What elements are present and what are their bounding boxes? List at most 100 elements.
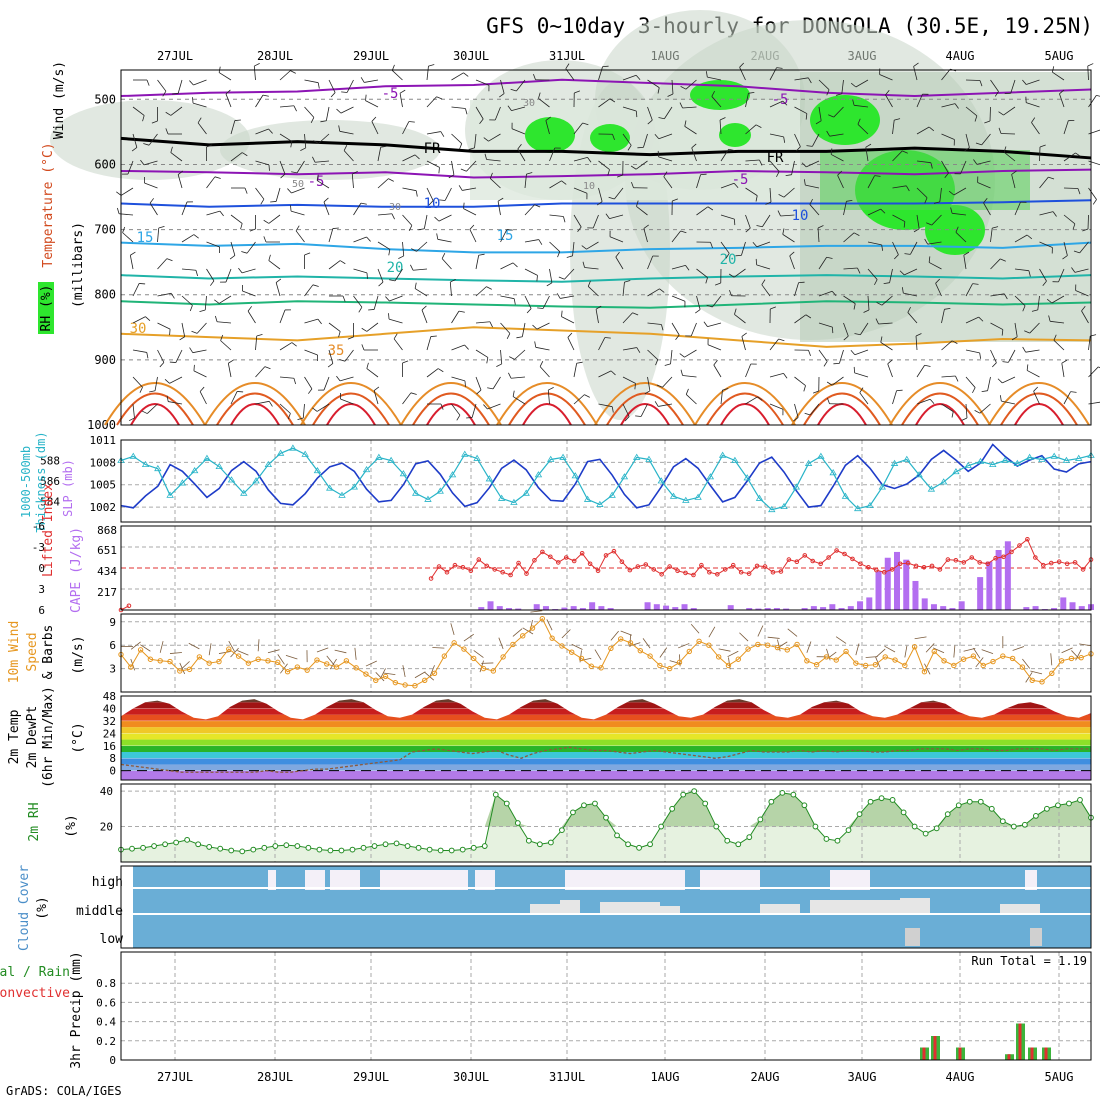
rh2m-point xyxy=(604,815,609,820)
panel2-slp-label: SLP (mb) xyxy=(61,459,75,517)
wind10-barb xyxy=(1062,648,1073,653)
date-label-bottom: 29JUL xyxy=(353,1070,389,1084)
cloud-mid-block xyxy=(530,904,560,914)
rh2m-point xyxy=(879,796,884,801)
wind10-barb xyxy=(1076,650,1082,661)
wind10-frame xyxy=(121,614,1091,692)
rh2m-point xyxy=(1022,822,1027,827)
cape-bar xyxy=(912,581,918,610)
cloud-low-label: low xyxy=(100,932,124,947)
wind-barb xyxy=(1096,95,1100,96)
wind10-barb xyxy=(788,629,797,637)
cape-bar xyxy=(598,606,604,610)
rh-high-shade xyxy=(590,124,630,152)
run-total-label: Run Total = 1.19 xyxy=(971,954,1087,968)
pressure-tick: 900 xyxy=(94,353,116,367)
panel1-mb-label: (millibars) xyxy=(71,222,86,308)
footer-credit: GrADS: COLA/IGES xyxy=(6,1084,122,1098)
wind10-barb xyxy=(915,637,927,639)
slp-tick: 1005 xyxy=(90,479,117,492)
temp-band xyxy=(121,721,1091,727)
rh2m-point xyxy=(890,798,895,803)
panel8-total-label: tal / Rain xyxy=(0,965,70,980)
cloud-mid-block xyxy=(560,900,580,914)
rh2m-point xyxy=(449,848,454,853)
wind10-barb xyxy=(1051,653,1052,665)
cape-bar xyxy=(977,577,983,610)
wind-barb xyxy=(254,63,259,66)
rh2m-point xyxy=(868,799,873,804)
panel3-li-label: Lifted Index xyxy=(41,483,56,577)
rh2m-point xyxy=(681,792,686,797)
rh2m-point xyxy=(967,799,972,804)
rh2m-point xyxy=(482,844,487,849)
cape-tick: 868 xyxy=(97,524,117,537)
panel4-label-b: Speed xyxy=(25,632,40,671)
cape-bar xyxy=(903,560,909,610)
rh2m-point xyxy=(791,792,796,797)
wind10-barb xyxy=(758,626,763,637)
wind10-barb xyxy=(1013,647,1024,651)
wind10-barb xyxy=(621,631,632,635)
date-label-bottom: 28JUL xyxy=(257,1070,293,1084)
precip-conv-bar xyxy=(1045,1048,1048,1060)
wind-barb xyxy=(269,165,270,171)
slp-tick: 1011 xyxy=(90,434,117,447)
panel8-conv-label: Convective xyxy=(0,986,70,1001)
cape-bar xyxy=(1060,597,1066,610)
rh2m-point xyxy=(857,812,862,817)
rh2m-tick: 20 xyxy=(100,821,113,834)
wind10-barb xyxy=(451,623,454,635)
cape-bar xyxy=(885,558,891,610)
wind-barb xyxy=(1093,199,1096,204)
cape-bar xyxy=(1079,606,1085,610)
precip-frame xyxy=(121,952,1091,1060)
temp-band xyxy=(121,758,1091,764)
rh2m-point xyxy=(1033,814,1038,819)
wind-barb xyxy=(117,208,119,214)
wind10-barb xyxy=(562,629,570,637)
thickness-line xyxy=(121,448,1091,510)
rh2m-point xyxy=(174,840,179,845)
rh2m-point xyxy=(637,845,642,850)
wind-barb xyxy=(333,228,339,229)
rh2m-point xyxy=(130,846,135,851)
wind10-barb xyxy=(660,648,667,658)
rh2m-point xyxy=(747,835,752,840)
rh2m-point xyxy=(956,803,961,808)
rh2m-point xyxy=(515,821,520,826)
panel7-label: Cloud Cover xyxy=(17,865,32,951)
temp-tick: 8 xyxy=(109,752,116,765)
wind10-barb xyxy=(432,647,444,648)
rh2m-point xyxy=(273,844,278,849)
wind-barb xyxy=(172,93,178,94)
cape-bar xyxy=(848,606,854,610)
temp-band xyxy=(121,771,1091,780)
cape-bar xyxy=(654,604,660,610)
rh2m-point xyxy=(416,845,421,850)
temp-tick: 48 xyxy=(103,690,116,703)
cape-bar xyxy=(996,550,1002,610)
rh2m-point xyxy=(912,824,917,829)
rh2m-point xyxy=(802,803,807,808)
wind10-barb xyxy=(464,634,474,641)
wind10-barb xyxy=(1026,672,1033,682)
wind10-barb xyxy=(403,665,405,677)
wind-barb xyxy=(466,417,472,418)
panel8-label: 3hr Precip (mm) xyxy=(69,951,84,1068)
rh2m-point xyxy=(185,837,190,842)
cape-bar xyxy=(894,552,900,610)
precip-conv-bar xyxy=(959,1048,962,1060)
rh2m-point xyxy=(824,837,829,842)
rh-high-shade xyxy=(820,150,1030,210)
panel4-label-a: 10m Wind xyxy=(7,621,22,684)
cloud-mid-block xyxy=(640,906,680,914)
rh2m-point xyxy=(659,824,664,829)
rh2m-point xyxy=(934,826,939,831)
temp-tick: 40 xyxy=(103,702,116,715)
li-tick: 6 xyxy=(38,604,45,617)
wind-barb xyxy=(290,205,291,211)
date-label-top: 30JUL xyxy=(453,49,489,63)
li-line xyxy=(121,606,129,610)
